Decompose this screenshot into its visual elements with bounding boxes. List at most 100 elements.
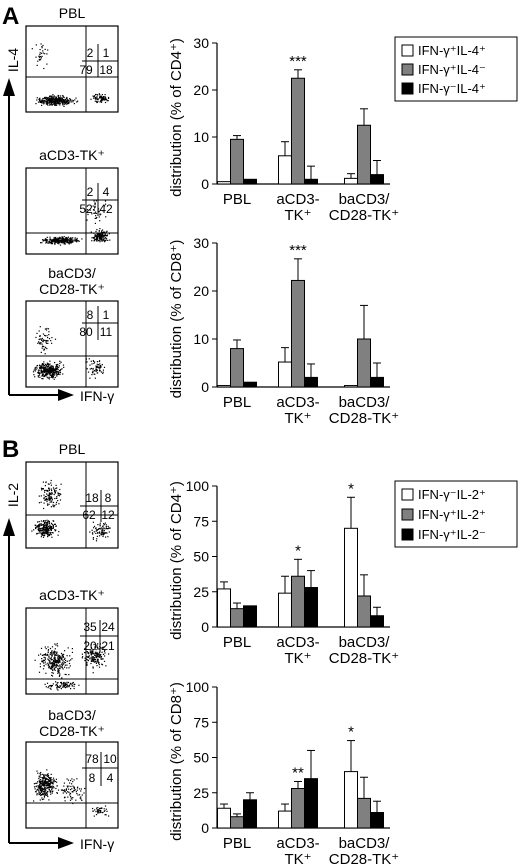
flow-dot <box>55 97 57 99</box>
flow-dot <box>100 239 102 241</box>
flow-dot <box>93 212 95 214</box>
flow-dot <box>51 367 53 369</box>
flow-dot <box>42 99 44 101</box>
flow-dot <box>55 525 57 527</box>
flow-dot <box>100 647 102 649</box>
bar <box>278 155 292 185</box>
flow-dot <box>60 483 62 485</box>
flow-dot <box>44 499 46 501</box>
flow-dot <box>42 363 44 365</box>
flow-dot <box>80 796 82 798</box>
flow-dot <box>46 782 48 784</box>
flow-dots-b1 <box>31 479 111 542</box>
flow-dot <box>102 234 104 236</box>
flow-dot <box>38 58 40 60</box>
flow-dot <box>39 784 41 786</box>
flow-dot <box>98 364 100 366</box>
flow-dot <box>43 780 45 783</box>
legend-b-swatch-1 <box>401 488 414 501</box>
flow-dot <box>43 665 45 667</box>
flow-dot <box>56 100 58 102</box>
flow-dot <box>50 793 52 795</box>
flow-dot <box>53 520 55 522</box>
flow-dot <box>78 240 80 242</box>
flow-dot <box>71 682 74 684</box>
flow-dot <box>39 364 41 366</box>
flow-dot <box>71 685 73 687</box>
flow-dot <box>51 779 53 781</box>
flow-quad-ll-b2: 20 <box>83 639 97 653</box>
flow-dot <box>51 668 53 670</box>
y-axis-title: distribution (% of CD8⁺) <box>168 682 185 841</box>
flow-dot <box>44 658 46 660</box>
flow-dot <box>52 526 55 528</box>
flow-dot <box>50 496 52 498</box>
flow-dot <box>63 662 65 664</box>
flow-dot <box>43 798 45 800</box>
flow-dot <box>49 786 51 788</box>
flow-dot <box>46 327 48 330</box>
flow-dot <box>43 534 45 537</box>
flow-dot <box>33 800 35 802</box>
flow-dot <box>32 371 35 373</box>
flow-dot <box>43 375 45 378</box>
flow-dot <box>71 658 73 660</box>
bar <box>304 376 318 388</box>
flow-dot <box>50 526 52 528</box>
flow-dot <box>90 231 92 233</box>
flow-dot <box>74 238 76 240</box>
flow-dot <box>55 100 57 102</box>
flow-dot <box>105 536 107 538</box>
bar <box>370 615 384 628</box>
category-label: baCD3/ <box>339 634 391 651</box>
flow-dot <box>49 499 51 501</box>
flow-dot <box>49 663 52 665</box>
flow-dot <box>102 231 105 233</box>
flow-dot <box>104 205 106 207</box>
flow-dot <box>54 654 56 656</box>
flow-dot <box>35 790 37 793</box>
bar <box>291 575 305 628</box>
flow-dot <box>100 213 102 215</box>
flow-dot <box>46 335 48 337</box>
flow-dot <box>34 788 36 790</box>
flow-dot <box>102 646 104 649</box>
flow-dot <box>39 97 41 99</box>
flow-dot <box>109 527 111 529</box>
legend-a-label-2: IFN-γ⁺IL-4⁻ <box>418 62 486 77</box>
flow-dot <box>69 665 71 667</box>
flow-dot <box>58 675 60 677</box>
flow-dot <box>63 243 65 245</box>
flow-dot <box>58 373 60 375</box>
flow-dot <box>57 661 59 663</box>
flow-dot <box>62 660 64 662</box>
flow-dot <box>97 811 99 813</box>
flow-dot <box>68 791 70 793</box>
flow-dot <box>48 338 51 340</box>
flow-dot <box>40 787 42 789</box>
flow-dot <box>94 654 96 656</box>
flow-dot <box>61 241 63 243</box>
flow-dot <box>63 782 65 784</box>
flow-dot <box>103 808 105 810</box>
flow-dot <box>48 685 50 687</box>
flow-dot <box>92 537 94 539</box>
flow-dot <box>42 240 44 242</box>
flow-title-a3-line1: baCD3/ <box>48 265 96 281</box>
flow-dot <box>95 527 97 529</box>
flow-dot <box>38 495 40 497</box>
flow-dot <box>44 239 46 241</box>
flow-dot <box>38 521 40 523</box>
flow-dot <box>55 102 57 104</box>
flow-dot <box>58 365 60 367</box>
flow-dot <box>102 534 104 536</box>
flow-dot <box>75 799 77 801</box>
flow-dot <box>50 667 53 669</box>
flow-frame-b1 <box>25 461 119 549</box>
flow-dot <box>38 367 41 369</box>
category-label: CD28-TK⁺ <box>329 851 399 868</box>
flow-dot <box>87 656 89 659</box>
flow-dot <box>68 239 70 241</box>
flow-dot <box>67 786 69 788</box>
